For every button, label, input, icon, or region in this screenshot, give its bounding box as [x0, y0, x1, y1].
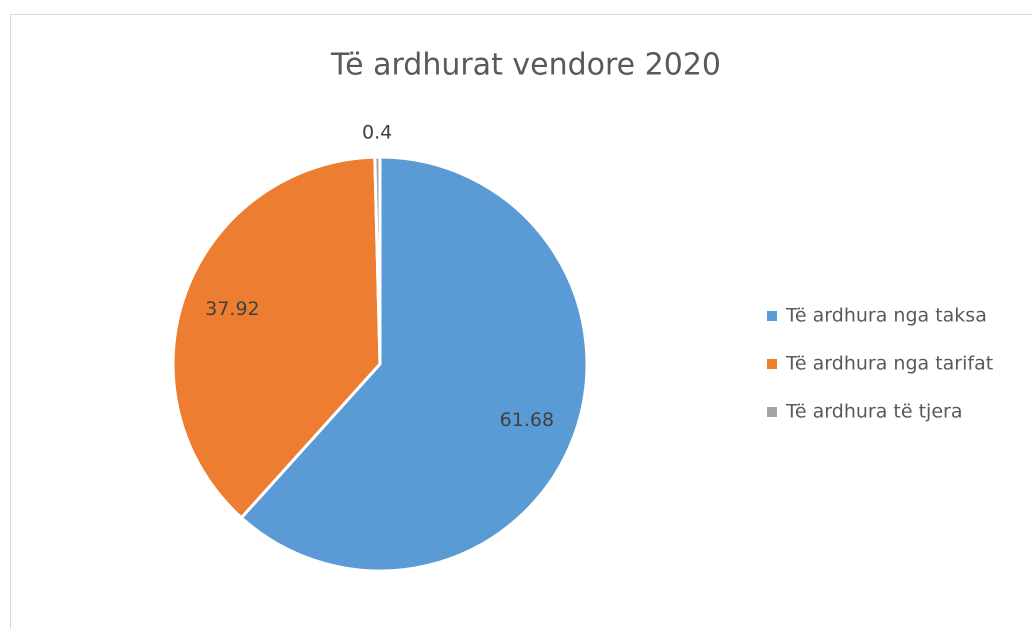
- legend-marker: [767, 407, 777, 417]
- legend-label: Të ardhura nga taksa: [785, 305, 987, 327]
- legend-label: Të ardhura të tjera: [785, 401, 962, 423]
- chart-title: Të ardhurat vendore 2020: [330, 48, 721, 83]
- legend-marker: [767, 359, 777, 369]
- legend-marker: [767, 311, 777, 321]
- data-label: 61.68: [500, 409, 554, 431]
- legend-label: Të ardhura nga tarifat: [785, 353, 993, 375]
- pie-slice: [239, 155, 589, 573]
- data-label: 0.4: [362, 122, 392, 144]
- pie-slice: [171, 155, 382, 520]
- pie-slice: [373, 155, 382, 365]
- data-label: 37.92: [205, 298, 259, 320]
